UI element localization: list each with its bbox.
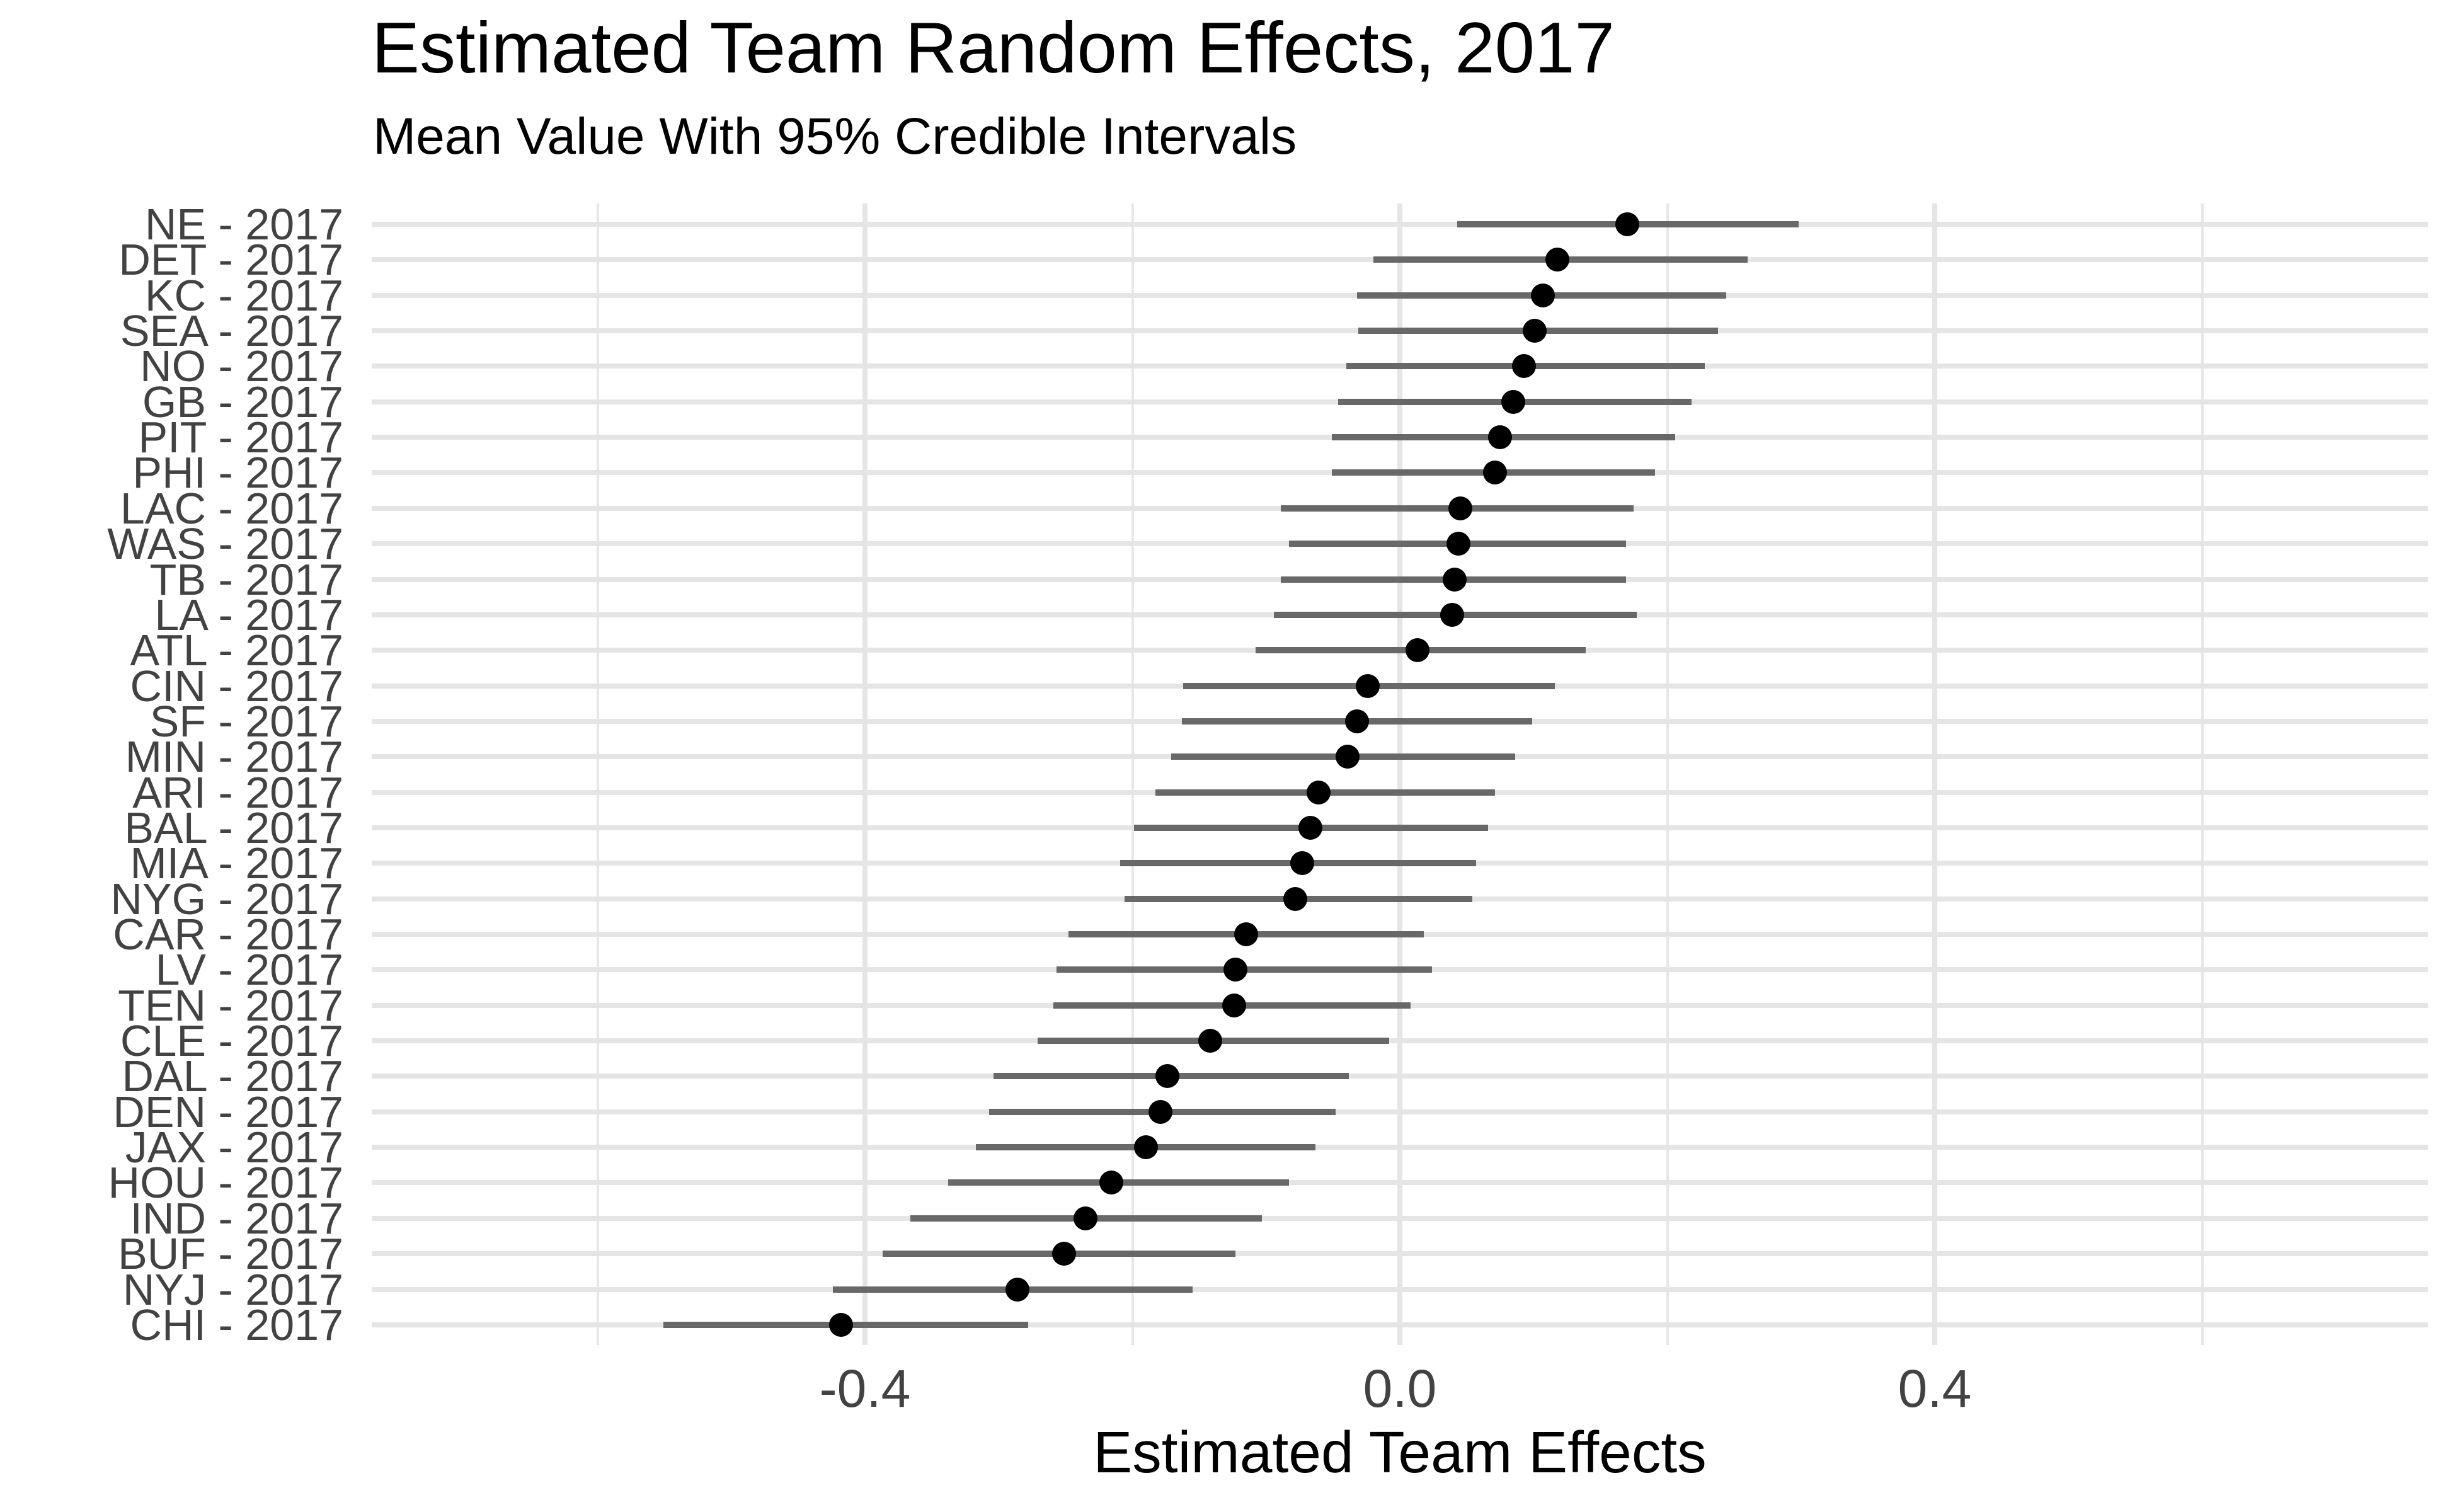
- y-axis-label: DET - 2017: [118, 235, 343, 285]
- mean-dot: [1155, 1064, 1179, 1089]
- x-major-gridline: [1932, 203, 1937, 1345]
- mean-dot: [1099, 1171, 1123, 1195]
- row-gridline: [372, 1074, 2428, 1079]
- y-axis-label: NYG - 2017: [110, 874, 343, 924]
- x-major-gridline: [1397, 203, 1402, 1345]
- y-axis-label: NYJ - 2017: [122, 1264, 343, 1314]
- row-gridline: [372, 1322, 2428, 1327]
- y-axis-label: DAL - 2017: [122, 1051, 343, 1101]
- mean-dot: [1446, 532, 1471, 556]
- mean-dot: [1523, 319, 1547, 343]
- y-axis-label: JAX - 2017: [125, 1123, 343, 1172]
- y-axis-label: NO - 2017: [140, 341, 343, 391]
- mean-dot: [1488, 425, 1513, 450]
- y-axis-label: BAL - 2017: [124, 803, 343, 852]
- mean-dot: [1222, 993, 1246, 1017]
- mean-dot: [1440, 602, 1464, 627]
- y-axis-label: CHI - 2017: [130, 1300, 343, 1349]
- mean-dot: [1448, 496, 1472, 520]
- mean-dot: [1052, 1242, 1077, 1266]
- x-axis-tick-label: 0.4: [1898, 1359, 1972, 1418]
- y-axis-label: PHI - 2017: [132, 448, 343, 498]
- y-axis-label: GB - 2017: [142, 377, 343, 427]
- y-axis-label: CLE - 2017: [120, 1016, 343, 1066]
- mean-dot: [1405, 638, 1429, 663]
- y-axis-label: MIN - 2017: [125, 732, 343, 782]
- x-minor-gridline: [596, 203, 599, 1345]
- chart-title: Estimated Team Random Effects, 2017: [372, 8, 1615, 88]
- mean-dot: [1306, 780, 1331, 805]
- y-axis-label: BUF - 2017: [118, 1229, 343, 1279]
- mean-dot: [1148, 1099, 1173, 1124]
- y-axis-label: MIA - 2017: [130, 839, 343, 888]
- y-axis-label: CIN - 2017: [130, 661, 343, 711]
- x-axis-tick-label: 0.0: [1363, 1359, 1437, 1418]
- mean-dot: [1615, 212, 1639, 236]
- mean-dot: [1234, 922, 1258, 946]
- mean-dot: [1356, 673, 1380, 698]
- x-minor-gridline: [1131, 203, 1134, 1345]
- row-gridline: [372, 1251, 2428, 1257]
- mean-dot: [1512, 354, 1537, 379]
- row-gridline: [372, 1038, 2428, 1044]
- mean-dot: [1283, 886, 1308, 911]
- plot-panel: [372, 203, 2428, 1345]
- y-axis-label: LAC - 2017: [120, 483, 343, 533]
- row-gridline: [372, 222, 2428, 227]
- y-axis-label: DEN - 2017: [113, 1087, 343, 1137]
- mean-dot: [1482, 461, 1507, 485]
- mean-dot: [1133, 1135, 1158, 1160]
- row-gridline: [372, 1215, 2428, 1221]
- y-axis-label: CAR - 2017: [113, 910, 343, 959]
- y-axis-label: TEN - 2017: [118, 980, 343, 1030]
- mean-dot: [1198, 1029, 1222, 1053]
- y-axis-label: IND - 2017: [130, 1193, 343, 1243]
- y-axis-label: LV - 2017: [155, 945, 343, 995]
- x-minor-gridline: [2201, 203, 2204, 1345]
- y-axis-label: WAS - 2017: [107, 519, 343, 569]
- y-axis-label: KC - 2017: [144, 270, 343, 320]
- row-gridline: [372, 1109, 2428, 1114]
- y-axis-label: TB - 2017: [149, 554, 343, 604]
- x-axis-tick-label: -0.4: [819, 1359, 911, 1418]
- mean-dot: [1336, 745, 1360, 769]
- y-axis-label: NE - 2017: [144, 200, 343, 249]
- y-axis-label: SF - 2017: [149, 696, 343, 746]
- x-major-gridline: [862, 203, 868, 1345]
- y-axis-label: SEA - 2017: [120, 306, 343, 356]
- mean-dot: [828, 1312, 853, 1337]
- y-axis-label: LA - 2017: [154, 590, 343, 639]
- mean-dot: [1531, 283, 1555, 307]
- x-axis-title: Estimated Team Effects: [1093, 1419, 1707, 1485]
- chart-subtitle: Mean Value With 95% Credible Intervals: [373, 108, 1297, 165]
- x-minor-gridline: [1666, 203, 1669, 1345]
- mean-dot: [1074, 1206, 1098, 1230]
- row-gridline: [372, 1180, 2428, 1186]
- y-axis-label: HOU - 2017: [108, 1158, 343, 1208]
- mean-dot: [1290, 851, 1315, 876]
- mean-dot: [1345, 709, 1370, 733]
- mean-dot: [1501, 389, 1526, 414]
- y-axis-label: ATL - 2017: [130, 626, 343, 675]
- y-axis-label: ARI - 2017: [132, 767, 343, 817]
- mean-dot: [1223, 958, 1247, 982]
- row-gridline: [372, 1286, 2428, 1292]
- mean-dot: [1005, 1277, 1029, 1302]
- mean-dot: [1545, 248, 1570, 272]
- mean-dot: [1298, 815, 1322, 840]
- y-axis-label: PIT - 2017: [138, 413, 343, 462]
- row-gridline: [372, 1145, 2428, 1150]
- mean-dot: [1443, 567, 1467, 592]
